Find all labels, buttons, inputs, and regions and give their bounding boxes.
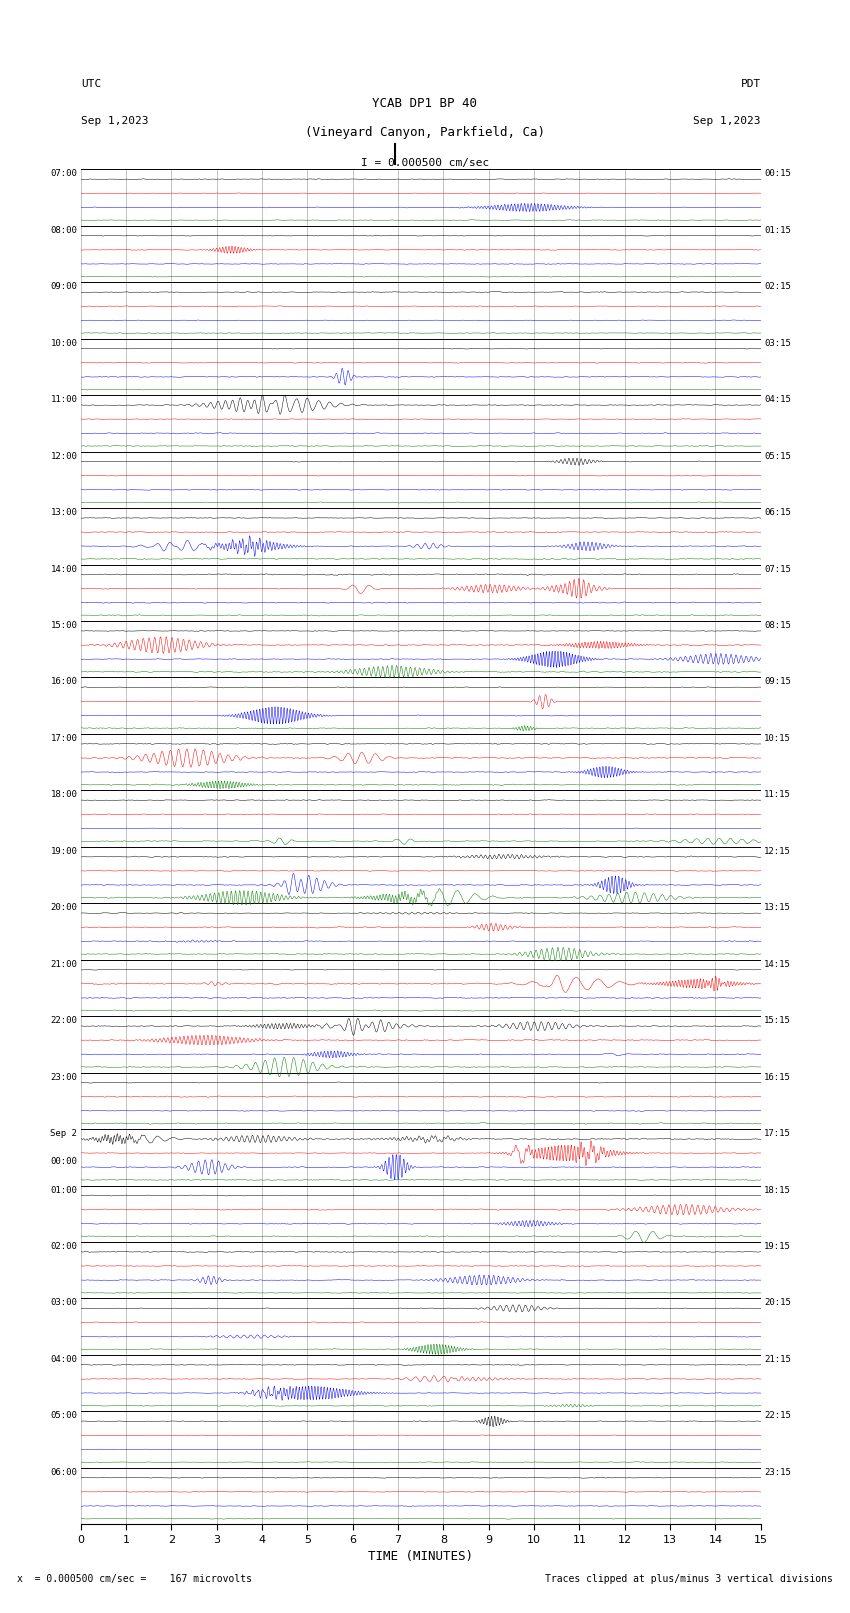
Text: UTC: UTC — [81, 79, 101, 89]
Text: 22:00: 22:00 — [50, 1016, 77, 1026]
Text: 01:00: 01:00 — [50, 1186, 77, 1195]
Text: 21:00: 21:00 — [50, 960, 77, 969]
Text: 12:15: 12:15 — [764, 847, 791, 857]
Text: x  = 0.000500 cm/sec =    167 microvolts: x = 0.000500 cm/sec = 167 microvolts — [17, 1574, 252, 1584]
Text: 03:00: 03:00 — [50, 1298, 77, 1308]
X-axis label: TIME (MINUTES): TIME (MINUTES) — [368, 1550, 473, 1563]
Text: 23:00: 23:00 — [50, 1073, 77, 1082]
Text: 16:00: 16:00 — [50, 677, 77, 687]
Text: 00:00: 00:00 — [50, 1158, 77, 1166]
Text: 10:15: 10:15 — [764, 734, 791, 744]
Text: Sep 1,2023: Sep 1,2023 — [694, 116, 761, 126]
Text: 11:15: 11:15 — [764, 790, 791, 800]
Text: 06:15: 06:15 — [764, 508, 791, 518]
Text: 15:00: 15:00 — [50, 621, 77, 631]
Text: 00:15: 00:15 — [764, 169, 791, 179]
Text: 02:15: 02:15 — [764, 282, 791, 292]
Text: 01:15: 01:15 — [764, 226, 791, 235]
Text: 14:00: 14:00 — [50, 565, 77, 574]
Text: PDT: PDT — [740, 79, 761, 89]
Text: Sep 1,2023: Sep 1,2023 — [81, 116, 148, 126]
Text: (Vineyard Canyon, Parkfield, Ca): (Vineyard Canyon, Parkfield, Ca) — [305, 126, 545, 139]
Text: 08:15: 08:15 — [764, 621, 791, 631]
Text: 09:15: 09:15 — [764, 677, 791, 687]
Text: 08:00: 08:00 — [50, 226, 77, 235]
Text: 20:15: 20:15 — [764, 1298, 791, 1308]
Text: 12:00: 12:00 — [50, 452, 77, 461]
Text: 19:15: 19:15 — [764, 1242, 791, 1252]
Text: 03:15: 03:15 — [764, 339, 791, 348]
Text: 13:00: 13:00 — [50, 508, 77, 518]
Text: 17:15: 17:15 — [764, 1129, 791, 1139]
Text: 16:15: 16:15 — [764, 1073, 791, 1082]
Text: 07:15: 07:15 — [764, 565, 791, 574]
Text: 18:15: 18:15 — [764, 1186, 791, 1195]
Text: Traces clipped at plus/minus 3 vertical divisions: Traces clipped at plus/minus 3 vertical … — [545, 1574, 833, 1584]
Text: Sep 2: Sep 2 — [50, 1129, 77, 1139]
Text: 05:00: 05:00 — [50, 1411, 77, 1421]
Text: 23:15: 23:15 — [764, 1468, 791, 1478]
Text: 14:15: 14:15 — [764, 960, 791, 969]
Text: 20:00: 20:00 — [50, 903, 77, 913]
Text: 13:15: 13:15 — [764, 903, 791, 913]
Text: 17:00: 17:00 — [50, 734, 77, 744]
Text: 02:00: 02:00 — [50, 1242, 77, 1252]
Text: I = 0.000500 cm/sec: I = 0.000500 cm/sec — [361, 158, 489, 168]
Text: 04:15: 04:15 — [764, 395, 791, 405]
Text: 06:00: 06:00 — [50, 1468, 77, 1478]
Text: 18:00: 18:00 — [50, 790, 77, 800]
Text: 15:15: 15:15 — [764, 1016, 791, 1026]
Text: 04:00: 04:00 — [50, 1355, 77, 1365]
Text: 19:00: 19:00 — [50, 847, 77, 857]
Text: 09:00: 09:00 — [50, 282, 77, 292]
Text: YCAB DP1 BP 40: YCAB DP1 BP 40 — [372, 97, 478, 110]
Text: 10:00: 10:00 — [50, 339, 77, 348]
Text: 22:15: 22:15 — [764, 1411, 791, 1421]
Text: 21:15: 21:15 — [764, 1355, 791, 1365]
Text: 07:00: 07:00 — [50, 169, 77, 179]
Text: 05:15: 05:15 — [764, 452, 791, 461]
Text: 11:00: 11:00 — [50, 395, 77, 405]
